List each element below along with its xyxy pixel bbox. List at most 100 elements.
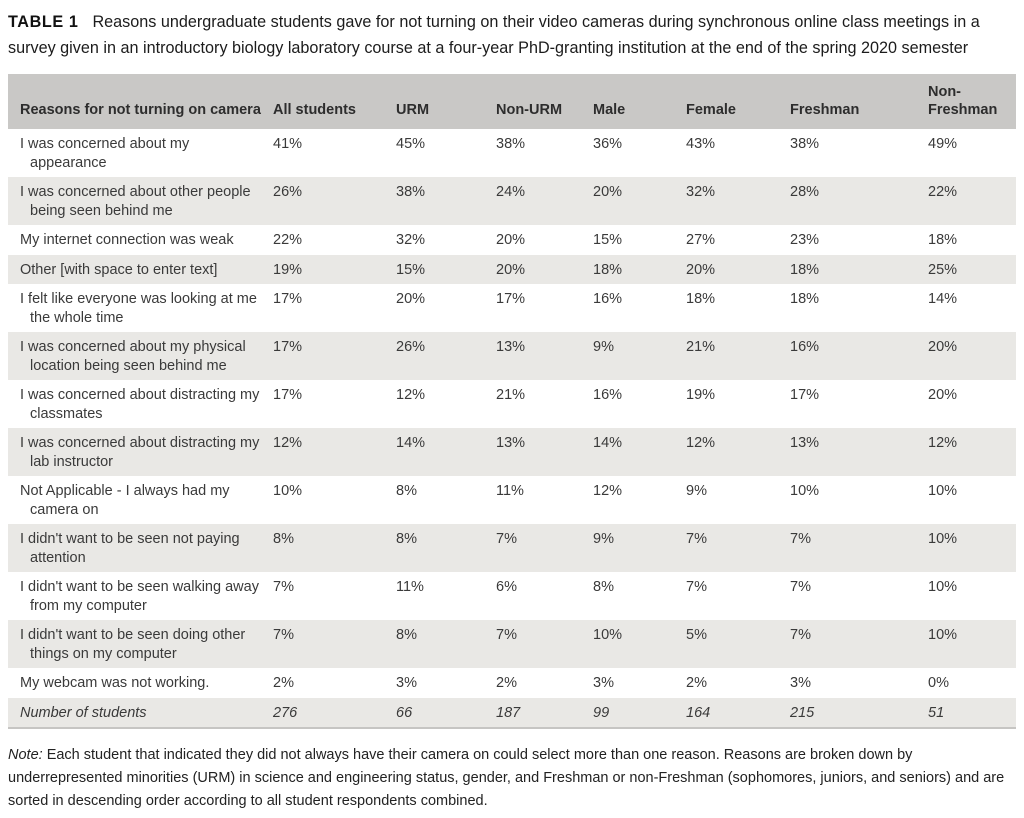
- row-value: 26%: [396, 339, 426, 355]
- row-value: 11%: [496, 483, 524, 499]
- row-value: 38%: [396, 184, 426, 200]
- row-value: 41%: [273, 136, 303, 152]
- row-value: 10%: [928, 579, 958, 595]
- row-reason: My webcam was not working.: [20, 675, 210, 691]
- row-value: 12%: [593, 483, 623, 499]
- row-value: 7%: [686, 579, 707, 595]
- row-reason: I was concerned about my appearance: [20, 136, 190, 171]
- row-value: 18%: [686, 291, 716, 307]
- row-value: 5%: [686, 627, 707, 643]
- row-value: 276: [273, 704, 298, 721]
- row-value: 21%: [686, 339, 716, 355]
- row-value: 7%: [273, 579, 294, 595]
- row-value: 164: [686, 704, 711, 721]
- row-reason: I felt like everyone was looking at me t…: [20, 291, 257, 326]
- row-reason: I was concerned about my physical locati…: [20, 339, 246, 374]
- column-header-non-urm: Non-URM: [496, 102, 563, 118]
- row-value: 20%: [928, 339, 958, 355]
- row-value: 10%: [273, 483, 303, 499]
- row-value: 8%: [273, 531, 294, 547]
- row-value: 19%: [686, 387, 716, 403]
- row-value: 38%: [496, 136, 526, 152]
- row-value: 9%: [593, 339, 614, 355]
- row-value: 7%: [790, 579, 811, 595]
- row-value: 2%: [496, 675, 517, 691]
- row-value: 20%: [686, 261, 716, 278]
- row-value: 187: [496, 704, 521, 721]
- row-value: 99: [593, 704, 610, 721]
- row-value: 17%: [496, 291, 526, 307]
- row-value: 14%: [593, 435, 623, 451]
- row-value: 2%: [686, 675, 707, 691]
- row-reason: I didn't want to be seen not paying atte…: [20, 531, 240, 566]
- column-header-all-students: All students: [273, 102, 356, 118]
- row-reason: Other [with space to enter text]: [20, 261, 218, 278]
- row-value: 49%: [928, 136, 958, 152]
- data-table: Reasons for not turning on camera All st…: [8, 74, 1016, 729]
- row-value: 21%: [496, 387, 526, 403]
- row-reason: I was concerned about distracting my cla…: [20, 387, 260, 422]
- row-value: 10%: [928, 627, 958, 643]
- row-value: 18%: [593, 261, 623, 278]
- caption-text: Reasons undergraduate students gave for …: [8, 13, 980, 57]
- table-row: I was concerned about other people being…: [8, 177, 1016, 225]
- row-value: 26%: [273, 184, 303, 200]
- row-value: 7%: [686, 531, 707, 547]
- row-value: 7%: [496, 627, 517, 643]
- row-value: 22%: [273, 232, 303, 248]
- row-value: 24%: [496, 184, 526, 200]
- row-value: 45%: [396, 136, 426, 152]
- row-value: 7%: [273, 627, 294, 643]
- row-value: 9%: [686, 483, 707, 499]
- row-value: 10%: [790, 483, 820, 499]
- row-reason: I was concerned about distracting my lab…: [20, 435, 260, 470]
- row-value: 27%: [686, 232, 716, 248]
- row-value: 7%: [496, 531, 517, 547]
- row-value: 14%: [928, 291, 958, 307]
- table-row: My webcam was not working. 2% 3% 2% 3% 2% 3% 0%: [8, 668, 1016, 698]
- row-value: 18%: [790, 291, 820, 307]
- header-row: Reasons for not turning on camera All st…: [8, 74, 1016, 129]
- table-row: I was concerned about distracting my lab…: [8, 428, 1016, 476]
- row-value: 16%: [790, 339, 820, 355]
- row-value: 15%: [396, 261, 426, 278]
- row-value: 0%: [928, 675, 949, 691]
- row-value: 3%: [790, 675, 811, 691]
- row-value: 23%: [790, 232, 820, 248]
- table-row: I was concerned about my appearance 41% 45…: [8, 129, 1016, 177]
- row-value: 12%: [396, 387, 426, 403]
- row-value: 20%: [496, 261, 526, 278]
- row-value: 25%: [928, 261, 958, 278]
- row-value: 16%: [593, 291, 623, 307]
- row-value: 7%: [790, 627, 811, 643]
- row-reason: Number of students: [20, 704, 147, 721]
- row-value: 10%: [593, 627, 623, 643]
- row-value: 17%: [273, 339, 303, 355]
- row-value: 12%: [273, 435, 303, 451]
- row-value: 17%: [790, 387, 820, 403]
- row-reason: I was concerned about other people being…: [20, 184, 251, 219]
- row-value: 36%: [593, 136, 623, 152]
- row-value: 17%: [273, 291, 303, 307]
- row-value: 14%: [396, 435, 426, 451]
- table-caption: TABLE 1 Reasons undergraduate students ga…: [8, 9, 1016, 61]
- row-value: 8%: [396, 627, 417, 643]
- row-reason: My internet connection was weak: [20, 232, 234, 248]
- table-row: I was concerned about distracting my cla…: [8, 380, 1016, 428]
- note-text: Each student that indicated they did not…: [8, 747, 1005, 809]
- row-value: 18%: [790, 261, 820, 278]
- row-value: 10%: [928, 531, 958, 547]
- row-value: 66: [396, 704, 413, 721]
- table-row: Number of students 276 66 187 99 164 215 51: [8, 697, 1016, 728]
- table-row: I didn't want to be seen doing other thi…: [8, 620, 1016, 668]
- row-reason: I didn't want to be seen walking away fr…: [20, 579, 259, 614]
- table-row: My internet connection was weak 22% 32% 20%…: [8, 225, 1016, 255]
- table-row: I was concerned about my physical locati…: [8, 332, 1016, 380]
- row-value: 32%: [686, 184, 716, 200]
- note-label: Note:: [8, 747, 43, 763]
- column-header-freshman: Freshman: [790, 102, 860, 118]
- table-row: Other [with space to enter text] 19% 15% 20…: [8, 254, 1016, 284]
- table-row: I didn't want to be seen not paying atte…: [8, 524, 1016, 572]
- table-note: Note: Each student that indicated they d…: [8, 744, 1016, 813]
